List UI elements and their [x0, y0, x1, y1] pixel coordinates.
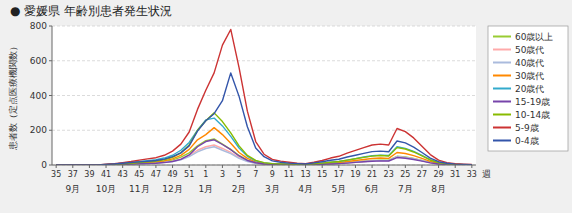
series-line	[56, 139, 472, 165]
series-line	[56, 140, 472, 165]
x-tick-label: 13	[300, 170, 310, 179]
grid-line	[52, 60, 476, 61]
x-tick-label: 33	[467, 170, 477, 179]
series-line	[56, 73, 472, 165]
legend-swatch	[493, 88, 511, 90]
legend-swatch	[493, 36, 511, 38]
x-tick-label: 31	[450, 170, 460, 179]
x-tick-label: 49	[167, 170, 177, 179]
x-tick-label: 7	[253, 170, 258, 179]
y-tick-label: 800	[30, 21, 47, 31]
legend-label: 40歳代	[515, 58, 544, 68]
grid-line	[52, 26, 476, 27]
legend-label: 50歳代	[515, 45, 544, 55]
legend-swatch	[493, 140, 511, 142]
legend-swatch	[493, 49, 511, 51]
month-label: 6月	[365, 184, 380, 194]
x-tick-label: 47	[151, 170, 161, 179]
x-tick-label: 27	[417, 170, 427, 179]
legend: 60歳以上 50歳代 40歳代 30歳代 20歳代 15-19歳 10-14歳 5-9歳 0-4…	[488, 26, 568, 151]
title: ● 愛媛県 年齢別患者発生状況	[10, 4, 172, 18]
month-label: 3月	[265, 184, 280, 194]
legend-swatch	[493, 62, 511, 64]
legend-label: 20歳代	[515, 84, 544, 94]
legend-label: 60歳以上	[515, 32, 553, 42]
x-tick-label: 45	[134, 170, 144, 179]
month-label: 12月	[162, 184, 182, 194]
legend-label: 30歳代	[515, 71, 544, 81]
legend-label: 0-4歳	[515, 136, 539, 146]
series-line	[56, 128, 472, 165]
month-label: 2月	[232, 184, 247, 194]
y-axis-line	[52, 26, 53, 165]
grid-line	[52, 130, 476, 131]
month-label: 1月	[198, 184, 213, 194]
x-tick-label: 51	[184, 170, 194, 179]
x-tick-label: 5	[237, 170, 242, 179]
grid-line	[52, 95, 476, 96]
lines	[56, 29, 472, 165]
y-tick-label: 0	[41, 160, 47, 170]
y-tick-label: 200	[30, 125, 47, 135]
x-tick-label: 21	[367, 170, 377, 179]
x-axis-line	[52, 165, 476, 166]
chart: ● 愛媛県 年齢別患者発生状況 0 200 400 600 800 患者数（定点医療機関数）…	[0, 0, 572, 213]
legend-label: 15-19歳	[515, 97, 550, 107]
legend-swatch	[493, 114, 511, 116]
y-axis-label: 患者数（定点医療機関数）	[8, 42, 18, 151]
series-line	[56, 118, 472, 165]
series-line	[56, 29, 472, 165]
x-tick-label: 9	[270, 170, 275, 179]
plot-area	[52, 26, 476, 165]
x-tick-label: 17	[334, 170, 344, 179]
legend-label: 5-9歳	[515, 123, 539, 133]
legend-swatch	[493, 127, 511, 129]
month-label: 4月	[298, 184, 313, 194]
month-label: 9月	[65, 184, 80, 194]
month-label: 10月	[96, 184, 116, 194]
x-tick-label: 29	[433, 170, 443, 179]
x-tick-label: 37	[68, 170, 78, 179]
month-label: 5月	[331, 184, 346, 194]
x-tick-label: 19	[350, 170, 360, 179]
legend-swatch	[493, 101, 511, 103]
x-tick-label: 15	[317, 170, 327, 179]
x-axis-label: 週	[482, 169, 491, 179]
x-tick-label: 39	[84, 170, 94, 179]
y-tick-label: 600	[30, 56, 47, 66]
month-label: 8月	[431, 184, 446, 194]
x-tick-label: 11	[284, 170, 294, 179]
x-tick-label: 43	[118, 170, 128, 179]
month-label: 11月	[129, 184, 149, 194]
x-tick-label: 41	[101, 170, 111, 179]
x-tick-label: 3	[220, 170, 225, 179]
x-tick-label: 25	[400, 170, 410, 179]
y-tick-label: 400	[30, 91, 47, 101]
grid-line	[52, 165, 476, 166]
legend-label: 10-14歳	[515, 110, 550, 120]
x-tick-label: 35	[51, 170, 61, 179]
x-tick-label: 23	[384, 170, 394, 179]
legend-frame	[488, 26, 568, 151]
month-label: 7月	[398, 184, 413, 194]
background	[0, 0, 572, 213]
x-tick-label: 1	[203, 170, 208, 179]
legend-swatch	[493, 75, 511, 77]
